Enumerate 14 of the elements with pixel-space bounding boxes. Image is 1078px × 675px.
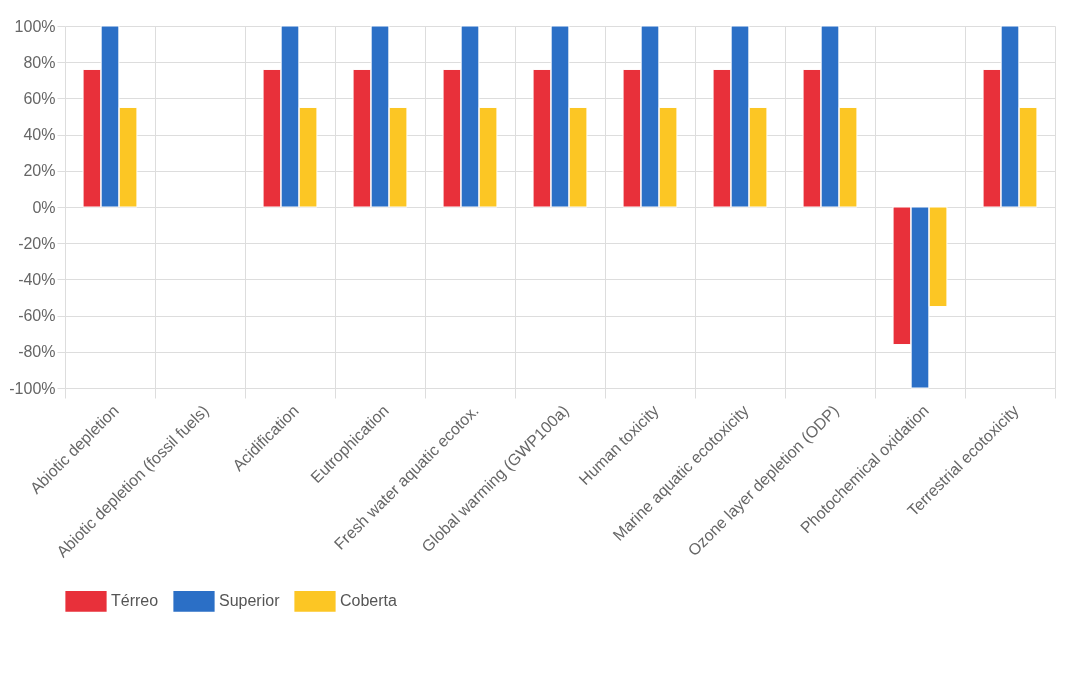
y-tick-label: 80%: [23, 53, 56, 71]
y-tick-label: 40%: [23, 126, 56, 144]
y-tick-label: -60%: [18, 307, 56, 325]
y-tick-label: -40%: [18, 270, 56, 288]
y-tick-label: 20%: [23, 162, 56, 180]
y-tick-label: -80%: [18, 343, 56, 361]
legend-label: Coberta: [340, 592, 398, 610]
y-tick-label: -100%: [9, 379, 56, 397]
y-tick-label: 100%: [14, 17, 56, 35]
y-tick-label: -20%: [18, 234, 56, 252]
y-tick-label: 60%: [23, 89, 56, 107]
legend-label: Superior: [219, 592, 281, 610]
legend-label: Térreo: [111, 592, 159, 610]
y-tick-label: 0%: [32, 198, 56, 216]
